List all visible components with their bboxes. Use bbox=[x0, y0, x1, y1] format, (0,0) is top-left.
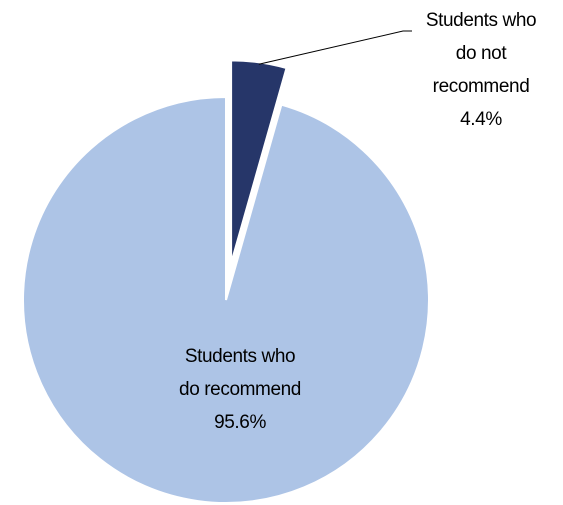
slice-name: Students who do recommend bbox=[179, 346, 301, 400]
slice-name: Students who do not recommend bbox=[425, 10, 537, 97]
slice-value: 4.4% bbox=[460, 109, 502, 130]
pie-slice bbox=[230, 59, 288, 264]
pie-slice bbox=[22, 95, 430, 504]
slice-value: 95.6% bbox=[214, 412, 266, 433]
slice-label: Students who do recommend 95.6% bbox=[174, 340, 306, 439]
slice-label: Students who do not recommend 4.4% bbox=[415, 4, 547, 136]
leader-line bbox=[258, 30, 412, 65]
